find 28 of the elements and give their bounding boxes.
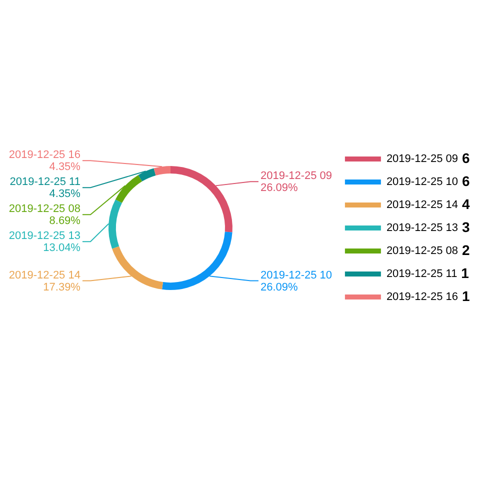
slice-label: 2019-12-25 13 [8, 230, 80, 242]
text: 6 [462, 150, 470, 166]
legend-label: 2019-12-25 08 [386, 245, 458, 258]
legend-label: 2019-12-25 16 [386, 291, 458, 304]
slice-label: 2019-12-25 08 [8, 203, 80, 216]
text: 1 [462, 288, 470, 304]
slice-label: 2019-12-25 16 [8, 149, 80, 162]
data-label: 8.69% [49, 215, 81, 228]
data-label: 4.35% [49, 188, 81, 200]
data-label: 17.39% [43, 281, 81, 294]
legend-label: 2019-12-25 09 [386, 153, 458, 166]
legend-label: 2019-12-25 14 [386, 199, 458, 212]
text: 4 [462, 196, 470, 212]
text: 2 [462, 242, 470, 258]
data-label: 13.04% [43, 242, 81, 254]
text: 6 [462, 172, 470, 189]
slice-label: 2019-12-25 10 [260, 269, 332, 282]
legend-label: 2019-12-25 11 [386, 268, 458, 280]
legend-label: 2019-12-25 13 [386, 222, 458, 234]
slice-label: 2019-12-25 09 [260, 170, 332, 182]
data-label: 26.09% [260, 281, 298, 294]
slice-label: 2019-12-25 11 [10, 176, 80, 188]
legend-label: 2019-12-25 10 [386, 176, 458, 188]
data-label: 4.35% [49, 161, 81, 174]
text: 3 [462, 218, 470, 235]
data-label: 26.09% [260, 182, 298, 194]
text: 1 [461, 264, 470, 281]
slice-label: 2019-12-25 14 [8, 269, 80, 282]
